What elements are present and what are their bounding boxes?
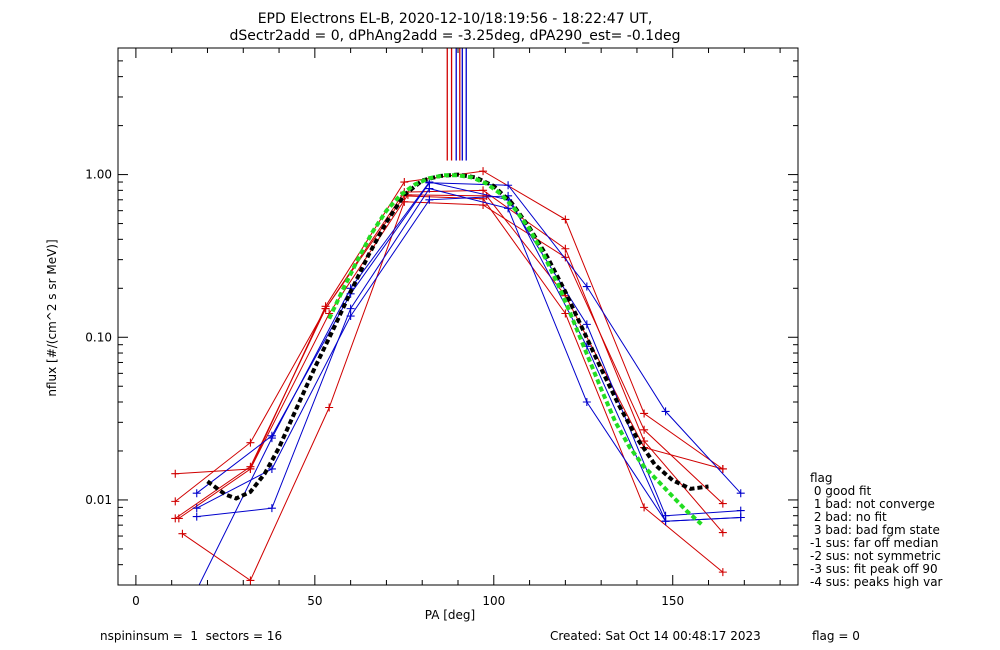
data-point [736, 489, 745, 498]
data-point [174, 514, 183, 523]
data-point [718, 568, 727, 577]
data-point [640, 503, 649, 512]
x-tick-label: 150 [661, 594, 684, 608]
data-point [171, 469, 180, 478]
data-point [661, 407, 670, 416]
data-point [561, 215, 570, 224]
data-point [479, 186, 488, 195]
plot-area [171, 48, 745, 594]
data-point [267, 464, 276, 473]
footer-created: Created: Sat Oct 14 00:48:17 2023 [550, 629, 761, 643]
data-point [325, 403, 334, 412]
series-line [198, 181, 741, 585]
series-line [174, 189, 724, 533]
data-point [246, 438, 255, 447]
data-point [346, 304, 355, 313]
data-point [400, 178, 409, 187]
data-point [246, 464, 255, 473]
data-point [718, 528, 727, 537]
y-axis-label: nflux [#/(cm^2 s sr MeV)] [45, 239, 59, 396]
series-line [175, 170, 724, 475]
data-point [718, 464, 727, 473]
legend-item: 1 bad: not converge [810, 497, 935, 511]
footer-flag: flag = 0 [812, 629, 860, 643]
x-axis: 0 50 100 150 [132, 48, 781, 608]
legend-item: 3 bad: bad fgm state [810, 523, 940, 537]
data-point [178, 529, 187, 538]
legend-item: -4 sus: peaks high var [810, 575, 943, 589]
legend-item: -1 sus: far off median [810, 536, 938, 550]
data-point [321, 304, 330, 313]
data-point [192, 504, 201, 513]
data-point [582, 397, 591, 406]
series-line [175, 195, 724, 573]
x-tick-label: 100 [482, 594, 505, 608]
x-tick-label: 0 [132, 594, 140, 608]
series-line [196, 182, 742, 494]
data-point [246, 576, 255, 585]
data-point [192, 489, 201, 498]
chart-title: EPD Electrons EL-B, 2020-12-10/18:19:56 … [258, 11, 653, 27]
data-point [561, 244, 570, 253]
data-point [718, 499, 727, 508]
fit-curve [327, 173, 703, 526]
x-tick-label: 50 [307, 594, 322, 608]
series-line [196, 188, 741, 522]
data-point [582, 320, 591, 329]
data-point [192, 512, 201, 521]
y-tick-label: 1.00 [85, 168, 112, 182]
legend: flag 0 good fit 1 bad: not converge 2 ba… [810, 471, 943, 589]
series-line [182, 201, 724, 582]
data-point [561, 253, 570, 262]
plot-frame [117, 47, 799, 586]
legend-item: 2 bad: no fit [810, 510, 887, 524]
plot-marks [171, 48, 745, 594]
data-point [171, 497, 180, 506]
legend-title: flag [810, 471, 833, 485]
legend-item: 0 good fit [810, 484, 872, 498]
series-line [196, 195, 741, 522]
data-point [561, 309, 570, 318]
data-point [661, 511, 670, 520]
data-point [425, 195, 434, 204]
data-point [479, 167, 488, 176]
data-point [640, 425, 649, 434]
data-point [736, 506, 745, 515]
data-point [582, 282, 591, 291]
legend-item: -3 sus: fit peak off 90 [810, 562, 938, 576]
data-point [193, 586, 201, 594]
fit-curve [206, 172, 709, 501]
x-axis-label: PA [deg] [425, 608, 475, 622]
data-point [267, 434, 276, 443]
footer-spin-info: nspininsum = 1 sectors = 16 [100, 629, 282, 643]
y-tick-label: 0.10 [85, 330, 112, 344]
series-line [178, 194, 723, 519]
y-tick-label: 0.01 [85, 493, 112, 507]
y-axis: 0.01 0.10 1.00 [85, 47, 798, 586]
data-point [736, 513, 745, 522]
data-point [504, 204, 513, 213]
legend-item: -2 sus: not symmetric [810, 549, 941, 563]
chart-subtitle: dSectr2add = 0, dPhAng2add = -3.25deg, d… [230, 28, 681, 44]
data-point [267, 504, 276, 513]
data-point [504, 181, 513, 190]
data-point [640, 409, 649, 418]
